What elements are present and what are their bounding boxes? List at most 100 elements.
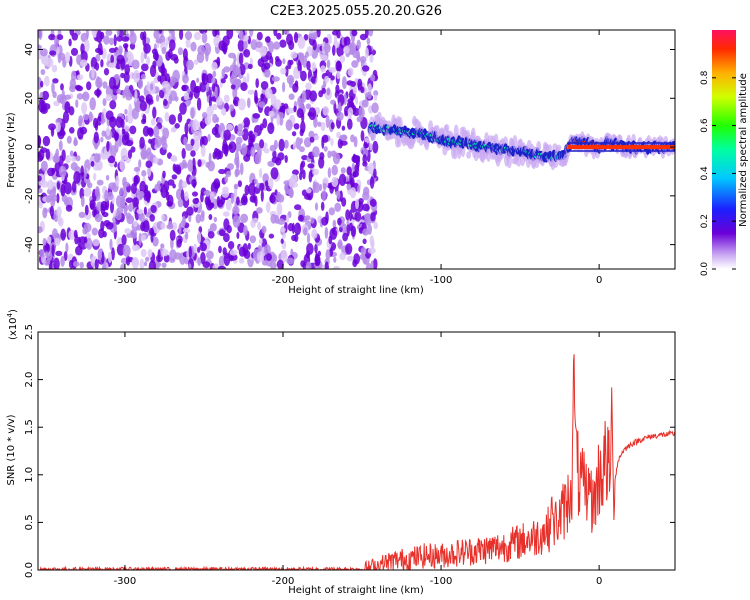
heatmap-noise-cell (70, 162, 78, 171)
heatmap-noise-cell (105, 174, 110, 181)
heatmap-noise-cell (84, 167, 87, 178)
heatmap-noise-cell (364, 30, 369, 39)
heatmap-noise-cell (161, 262, 167, 268)
heatmap-noise-cell (56, 193, 60, 204)
heatmap-noise-cell (212, 30, 218, 37)
heatmap-noise-cell (208, 95, 212, 109)
heatmap-noise-cell (53, 257, 60, 269)
heatmap-noise-cell (305, 261, 312, 269)
heatmap-noise-cell (139, 100, 147, 112)
heatmap-noise-cell (236, 78, 242, 88)
heatmap-noise-cell (366, 91, 372, 100)
heatmap-noise-cell (330, 122, 335, 130)
heatmap-noise-cell (296, 108, 304, 119)
heatmap-noise-cell (328, 37, 332, 44)
heatmap-noise-cell (141, 170, 147, 177)
heatmap-noise-cell (51, 167, 56, 175)
heatmap-noise-cell (150, 83, 154, 91)
snr-y-tick-label: 2.5 (24, 324, 35, 340)
heatmap-noise-cell (102, 211, 109, 218)
heatmap-noise-cell (326, 59, 331, 69)
heatmap-noise-cell (222, 35, 230, 47)
heatmap-noise-cell (265, 253, 272, 262)
heatmap-noise-cell (142, 220, 150, 233)
heatmap-noise-cell (213, 147, 219, 157)
heatmap-noise-cell (103, 35, 110, 45)
heatmap-noise-cell (60, 83, 64, 91)
heatmap-noise-cell (222, 211, 230, 217)
heatmap-noise-cell (223, 218, 230, 231)
heatmap-noise-cell (250, 146, 256, 157)
heatmap-noise-cell (123, 205, 128, 216)
heatmap-noise-cell (232, 215, 241, 228)
heatmap-noise-cell (179, 102, 187, 115)
heatmap-noise-cell (111, 247, 115, 261)
scale-label: (x10 (8, 317, 19, 340)
spectrogram-y-tick-label: -40 (24, 236, 35, 252)
heatmap-noise-cell (369, 142, 373, 151)
heatmap-noise-cell (157, 75, 162, 82)
heatmap-noise-cell (202, 261, 211, 269)
heatmap-noise-cell (265, 180, 269, 188)
heatmap-noise-cell (341, 76, 347, 90)
heatmap-noise-cell (269, 144, 277, 152)
heatmap-noise-cell (174, 96, 179, 102)
heatmap-noise-cell (358, 198, 364, 204)
heatmap-noise-cell (121, 134, 130, 146)
heatmap-noise-cell (358, 106, 365, 119)
heatmap-noise-cell (142, 113, 147, 123)
heatmap-noise-cell (252, 217, 259, 224)
heatmap-noise-cell (242, 35, 249, 41)
heatmap-noise-cell (236, 232, 240, 239)
heatmap-noise-cell (304, 194, 312, 200)
heatmap-noise-cell (217, 150, 224, 160)
heatmap-noise-cell (215, 97, 223, 106)
heatmap-noise-cell (40, 80, 44, 88)
heatmap-noise-cell (270, 213, 277, 224)
heatmap-noise-cell (46, 236, 52, 244)
heatmap-noise-cell (146, 192, 151, 203)
heatmap-noise-cell (230, 253, 238, 261)
heatmap-noise-cell (38, 175, 42, 182)
heatmap-noise-cell (38, 30, 43, 40)
heatmap-noise-cell (243, 225, 248, 236)
heatmap-noise-cell (200, 144, 206, 157)
heatmap-noise-cell (56, 206, 62, 218)
heatmap-noise-cell (214, 86, 218, 99)
snr-x-tick-label: -300 (114, 576, 137, 587)
heatmap-noise-cell (192, 198, 199, 205)
heatmap-noise-cell (143, 261, 148, 267)
heatmap-noise-cell (255, 41, 263, 48)
heatmap-noise-cell (330, 75, 335, 81)
heatmap-noise-cell (150, 231, 154, 243)
heatmap-noise-cell (212, 82, 216, 93)
heatmap-noise-cell (323, 146, 328, 152)
heatmap-noise-cell (332, 219, 337, 229)
heatmap-noise-cell (122, 244, 131, 257)
heatmap-noise-cell (368, 30, 374, 37)
heatmap-noise-cell (192, 119, 199, 132)
heatmap-noise-cell (84, 204, 89, 216)
heatmap-noise-cell (196, 77, 200, 83)
heatmap-noise-cell (340, 140, 348, 146)
heatmap-noise-cell (325, 249, 331, 261)
heatmap-noise-cell (237, 98, 246, 111)
heatmap-noise-cell (148, 127, 154, 137)
heatmap-noise-cell (213, 178, 221, 190)
heatmap-noise-cell (139, 136, 145, 149)
heatmap-noise-cell (49, 188, 56, 198)
heatmap-noise-cell (218, 229, 226, 237)
heatmap-noise-cell (264, 87, 273, 99)
heatmap-noise-cell (100, 136, 104, 143)
heatmap-noise-cell (114, 131, 119, 142)
heatmap-noise-cell (234, 201, 238, 214)
heatmap-noise-cell (233, 183, 239, 190)
snr-x-ticks: -300 -200 -100 0 (114, 332, 602, 587)
heatmap-noise-cell (228, 104, 235, 112)
heatmap-noise-cell (115, 211, 122, 221)
heatmap-noise-cell (180, 189, 185, 201)
heatmap-noise-cell (59, 94, 67, 105)
heatmap-noise-cell (322, 105, 330, 116)
heatmap-noise-cell (105, 30, 113, 36)
heatmap-noise-cell (54, 35, 59, 49)
